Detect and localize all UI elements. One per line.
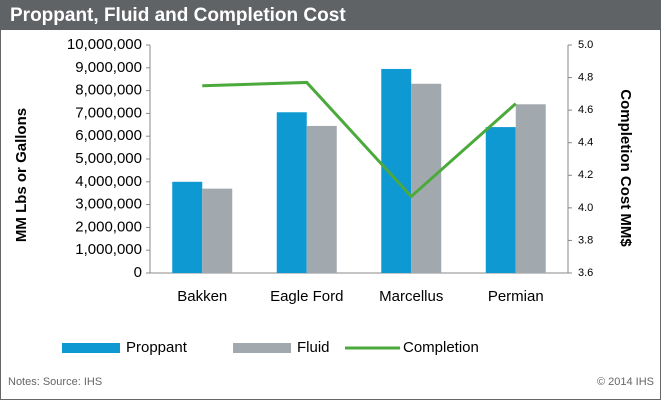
y-tick-label: 1,000,000 bbox=[75, 241, 142, 258]
y-tick-label: 7,000,000 bbox=[75, 104, 142, 121]
x-tick-label: Marcellus bbox=[379, 288, 443, 305]
x-tick-label: Bakken bbox=[177, 288, 227, 305]
y-tick-label: 8,000,000 bbox=[75, 82, 142, 99]
bar bbox=[172, 181, 203, 273]
bar bbox=[276, 112, 307, 273]
y-tick-label: 3,000,000 bbox=[75, 196, 142, 213]
title-bar bbox=[0, 0, 661, 30]
line bbox=[202, 80, 517, 199]
y2-tick-label: 5.0 bbox=[578, 39, 593, 51]
notes: Notes: Source: IHS bbox=[8, 376, 102, 388]
y-tick-label: 4,000,000 bbox=[75, 173, 142, 190]
y2-axis-title: Completion Cost MM$ bbox=[617, 89, 634, 247]
legend-label: Proppant bbox=[126, 339, 188, 356]
legend-label: Fluid bbox=[297, 339, 330, 356]
x-tick-label: Permian bbox=[488, 288, 544, 305]
y2-tick-label: 3.6 bbox=[578, 267, 593, 279]
y-axis-title: MM Lbs or Gallons bbox=[13, 108, 30, 242]
y-tick-label: 10,000,000 bbox=[67, 36, 142, 53]
y2-tick-label: 3.8 bbox=[578, 234, 593, 246]
bar bbox=[202, 188, 233, 273]
copyright: © 2014 IHS bbox=[597, 376, 654, 388]
y2-tick-label: 4.4 bbox=[578, 137, 593, 149]
x-tick-label: Eagle Ford bbox=[270, 288, 343, 305]
legend-label: Completion bbox=[403, 339, 479, 356]
bar bbox=[381, 68, 412, 273]
bar bbox=[411, 83, 442, 273]
y-tick-label: 2,000,000 bbox=[75, 218, 142, 235]
legend-marker bbox=[233, 343, 291, 353]
y2-tick-label: 4.6 bbox=[578, 104, 593, 116]
y2-tick-label: 4.0 bbox=[578, 202, 593, 214]
bar bbox=[515, 104, 546, 273]
y-tick-label: 9,000,000 bbox=[75, 59, 142, 76]
y2-tick-label: 4.2 bbox=[578, 169, 593, 181]
bar bbox=[306, 125, 337, 273]
y2-tick-label: 4.8 bbox=[578, 71, 593, 83]
bar bbox=[485, 127, 516, 273]
chart-title: Proppant, Fluid and Completion Cost bbox=[10, 5, 346, 26]
y-tick-label: 0 bbox=[134, 264, 142, 281]
y-tick-label: 5,000,000 bbox=[75, 150, 142, 167]
legend-marker bbox=[62, 343, 120, 353]
y-tick-label: 6,000,000 bbox=[75, 127, 142, 144]
